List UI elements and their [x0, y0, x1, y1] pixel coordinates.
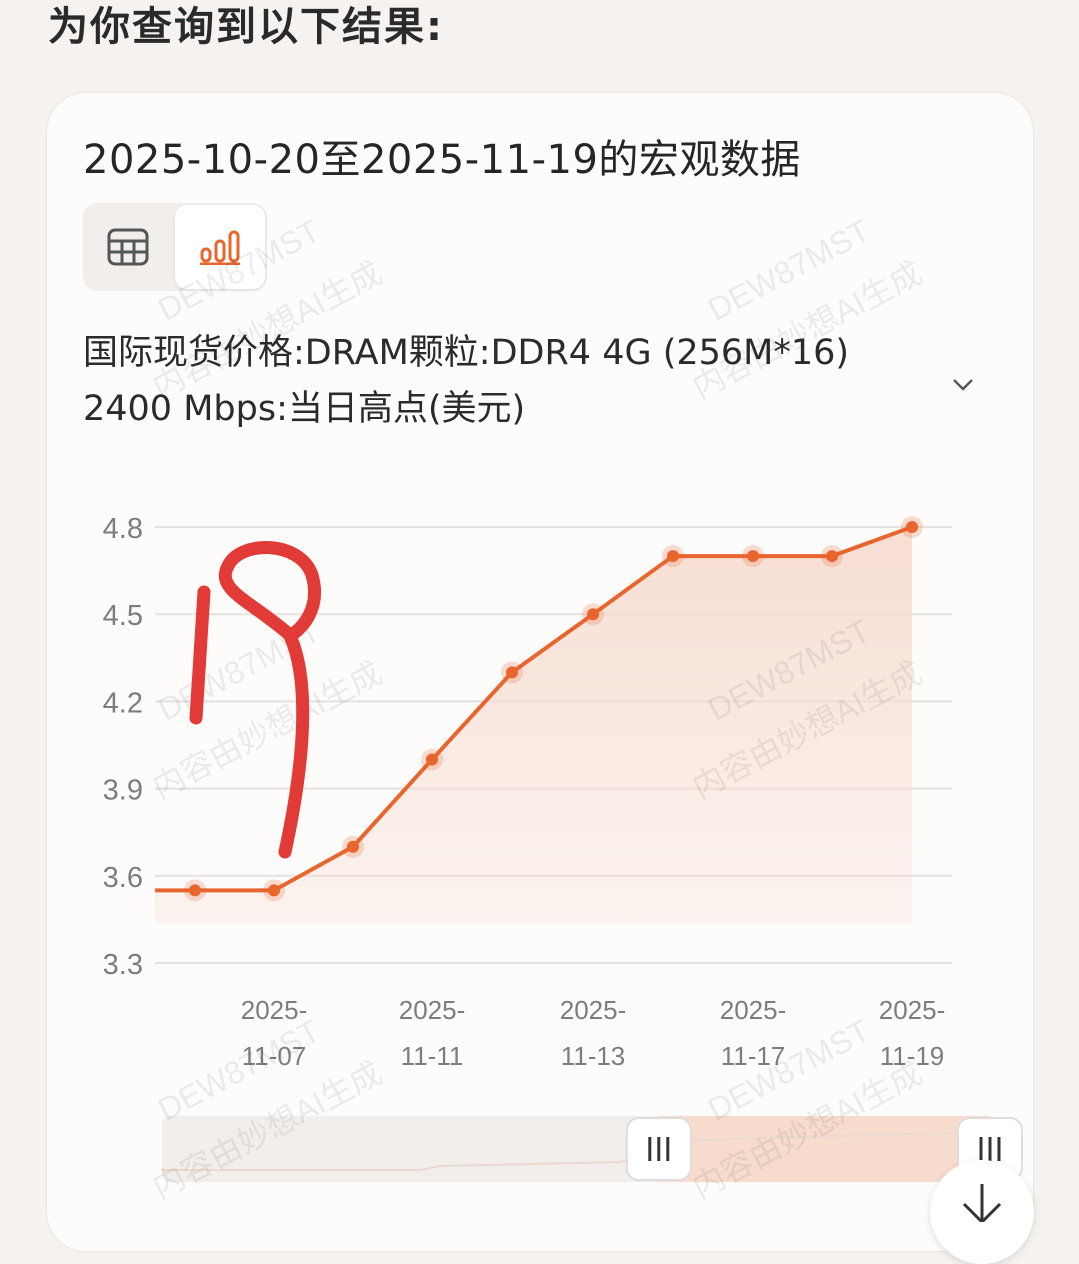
y-tick-label: 4.5 — [103, 600, 143, 632]
x-tick-label: 11-13 — [561, 1041, 626, 1071]
data-point — [667, 550, 679, 563]
chevron-down-icon[interactable] — [943, 365, 983, 405]
data-point — [268, 884, 280, 897]
table-view-button[interactable] — [83, 205, 173, 289]
y-tick-label: 3.6 — [103, 862, 143, 894]
data-point — [906, 521, 918, 533]
scroll-down-button[interactable] — [930, 1160, 1034, 1264]
series-area — [155, 527, 912, 923]
x-tick-label: 2025- — [560, 995, 627, 1025]
series-label: 国际现货价格:DRAM颗粒:DDR4 4G (256M*16) 2400 Mbp… — [83, 333, 850, 429]
card-title: 2025-10-20至2025-11-19的宏观数据 — [83, 137, 801, 183]
x-tick-label: 2025- — [399, 995, 466, 1025]
handwritten-annotation — [189, 541, 321, 859]
series-select[interactable]: 国际现货价格:DRAM颗粒:DDR4 4G (256M*16) 2400 Mbp… — [83, 325, 983, 445]
table-icon — [107, 228, 149, 266]
data-point — [189, 884, 201, 897]
x-tick-label: 11-11 — [401, 1041, 464, 1071]
x-tick-label: 11-19 — [880, 1041, 945, 1071]
x-tick-label: 2025- — [879, 995, 946, 1025]
line-chart: 4.8 4.5 4.2 3.9 3.6 3.3 2025- 11-07 2025- 11-11 20… — [103, 513, 1023, 1182]
x-tick-label: 11-17 — [721, 1041, 786, 1071]
data-point — [506, 666, 518, 679]
zoom-preview-line — [162, 1131, 991, 1171]
x-tick-label: 11-07 — [242, 1041, 307, 1071]
data-point — [426, 753, 438, 766]
y-tick-label: 4.2 — [103, 687, 143, 719]
chart-view-button[interactable] — [175, 205, 265, 289]
data-point — [587, 608, 599, 621]
y-tick-label: 4.8 — [103, 513, 143, 545]
y-tick-label: 3.3 — [103, 949, 143, 981]
data-point — [347, 840, 359, 853]
data-point — [826, 550, 838, 563]
zoom-handle-start[interactable] — [625, 1117, 692, 1181]
data-point — [747, 550, 759, 563]
arrow-down-icon — [962, 1184, 1002, 1222]
bar-chart-icon — [200, 230, 240, 265]
x-tick-label: 2025- — [241, 995, 308, 1025]
y-tick-label: 3.9 — [103, 775, 143, 807]
view-toggle — [83, 203, 267, 291]
zoom-selected-range — [658, 1116, 990, 1182]
x-tick-label: 2025- — [720, 995, 787, 1025]
page-header: 为你查询到以下结果: — [48, 4, 444, 50]
